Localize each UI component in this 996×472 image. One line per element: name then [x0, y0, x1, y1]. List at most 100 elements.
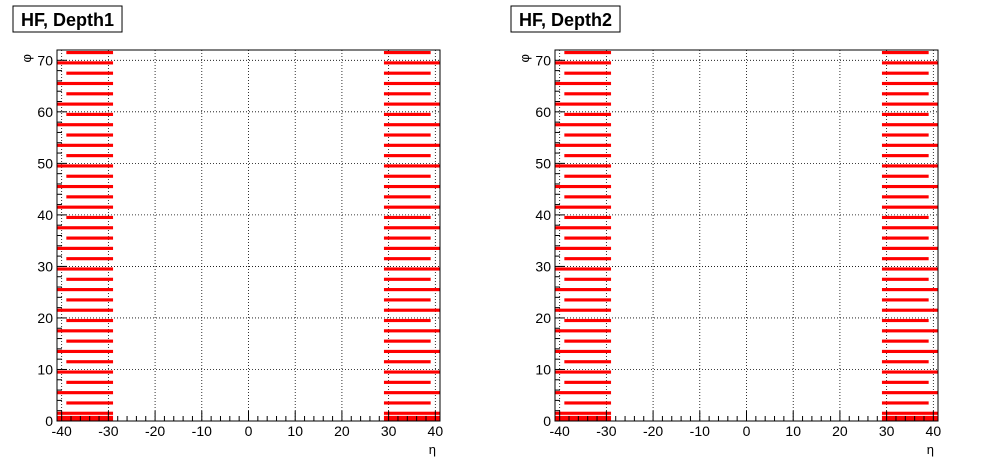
heatmap-cell-row [564, 257, 612, 261]
heatmap-cell-row [57, 411, 114, 415]
heatmap-cell-row [555, 370, 612, 374]
heatmap-cell-row [66, 257, 114, 261]
heatmap-cell-row [383, 164, 440, 168]
x-tick-label: 20 [334, 423, 350, 439]
heatmap-cell-row [66, 339, 114, 343]
heatmap-cell-row [881, 391, 938, 395]
heatmap-cell-row [881, 195, 929, 199]
heatmap-cell-row [66, 51, 114, 55]
x-tick-label: 0 [743, 423, 751, 439]
heatmap-cell-row [66, 195, 114, 199]
heatmap-cell-row [564, 380, 612, 384]
x-tick-label: -20 [145, 423, 165, 439]
y-tick-label: 70 [37, 52, 53, 68]
heatmap-cell-row [383, 339, 431, 343]
heatmap-cell-row [555, 61, 612, 65]
x-tick-label: -30 [98, 423, 118, 439]
heatmap-cell-row [57, 102, 114, 106]
heatmap-cell-row [555, 143, 612, 147]
heatmap-cell-row [66, 277, 114, 281]
heatmap-cell-row [57, 288, 114, 292]
x-tick-label: 0 [245, 423, 253, 439]
heatmap-cell-row [881, 133, 929, 137]
heatmap-cell-row [881, 370, 938, 374]
heatmap-cell-row [57, 81, 114, 86]
heatmap-cell-row [66, 401, 114, 405]
y-tick-label: 0 [45, 413, 53, 429]
heatmap-cell-row [57, 415, 114, 421]
heatmap-cell-row [383, 401, 431, 405]
heatmap-cell-row [564, 51, 612, 55]
heatmap-cell-row [383, 195, 431, 199]
heatmap-cell-row [383, 391, 440, 395]
heatmap-cell-row [881, 411, 938, 415]
y-tick-label: 20 [535, 310, 551, 326]
heatmap-cell-row [564, 401, 612, 405]
y-tick-label: 40 [37, 207, 53, 223]
heatmap-cell-row [57, 391, 114, 395]
heatmap-cell-row [383, 123, 440, 127]
heatmap-cell-row [881, 164, 938, 168]
heatmap-cell-row [564, 339, 612, 343]
heatmap-cell-row [555, 184, 612, 189]
heatmap-cell-row [555, 102, 612, 106]
heatmap-cell-row [881, 154, 929, 158]
heatmap-cell-row [57, 164, 114, 168]
y-tick-label: 60 [535, 104, 551, 120]
y-tick-label: 30 [37, 258, 53, 274]
heatmap-cell-row [383, 360, 431, 364]
heatmap-cell-row [57, 226, 114, 230]
heatmap-cell-row [57, 184, 114, 189]
x-tick-label: 40 [428, 423, 444, 439]
heatmap-cell-row [881, 349, 938, 354]
heatmap-cell-row [383, 226, 440, 230]
heatmap-cell-row [881, 277, 929, 281]
heatmap-cell-row [564, 174, 612, 178]
heatmap-cell-row [881, 112, 929, 116]
chart-title: HF, Depth1 [21, 10, 114, 30]
x-tick-label: 40 [926, 423, 942, 439]
chart-title: HF, Depth2 [519, 10, 612, 30]
heatmap-cell-row [564, 92, 612, 96]
chart-title-box [510, 5, 621, 33]
heatmap-cell-row [383, 308, 440, 312]
heatmap-cell-row [881, 123, 938, 127]
heatmap-cell-row [555, 329, 612, 333]
heatmap-cell-row [555, 349, 612, 354]
heatmap-cell-row [383, 415, 440, 421]
heatmap-cell-row [66, 380, 114, 384]
heatmap-cell-row [383, 174, 431, 178]
heatmap-cell-row [555, 246, 612, 250]
heatmap-cell-row [564, 236, 612, 240]
heatmap-cell-row [881, 174, 929, 178]
y-tick-label: 0 [543, 413, 551, 429]
y-axis-label: φ [517, 54, 532, 62]
x-tick-label: -40 [52, 423, 72, 439]
heatmap-cell-row [383, 246, 440, 250]
heatmap-cell-row [383, 349, 440, 354]
y-tick-label: 10 [37, 361, 53, 377]
heatmap-cell-row [57, 329, 114, 333]
x-tick-label: -40 [550, 423, 570, 439]
heatmap-cell-row [383, 329, 440, 333]
x-axis-label: η [927, 442, 934, 457]
heatmap-cell-row [66, 318, 114, 323]
y-tick-label: 40 [535, 207, 551, 223]
heatmap-cell-row [555, 308, 612, 312]
heatmap-cell-row [881, 257, 929, 261]
x-tick-label: -20 [643, 423, 663, 439]
heatmap-cell-row [881, 215, 929, 220]
heatmap-cell-row [57, 349, 114, 354]
x-tick-label: 20 [832, 423, 848, 439]
heatmap-cell-row [57, 246, 114, 250]
heatmap-cell-row [881, 184, 938, 189]
heatmap-cell-row [383, 71, 431, 75]
heatmap-cell-row [66, 112, 114, 116]
heatmap-cell-row [881, 205, 938, 209]
y-axis-label: φ [19, 54, 34, 62]
heatmap-cell-row [881, 318, 929, 323]
y-tick-label: 50 [535, 155, 551, 171]
x-tick-label: 10 [287, 423, 303, 439]
heatmap-cell-row [66, 298, 114, 302]
